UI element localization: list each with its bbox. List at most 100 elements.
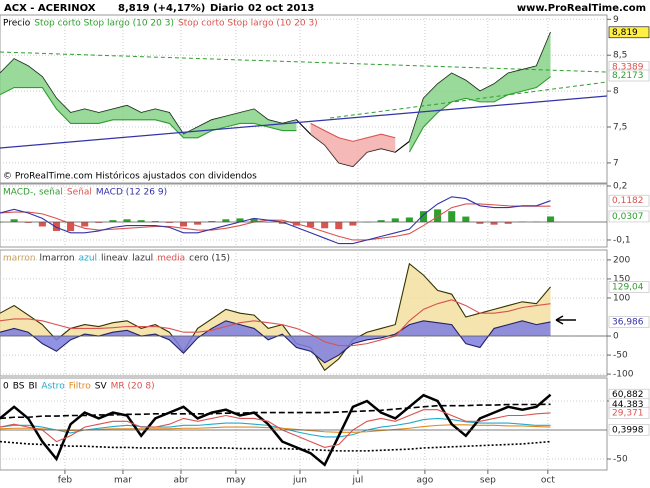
series-line xyxy=(0,196,551,245)
x-tick-label: abr xyxy=(174,476,189,486)
legend-entry: Señal xyxy=(67,188,92,198)
stop-band xyxy=(0,58,297,138)
date: 02 oct 2013 xyxy=(248,3,314,14)
last-value-label: 0,1182 xyxy=(612,196,644,206)
histogram-bar xyxy=(250,218,258,222)
x-tick-label: feb xyxy=(58,476,73,486)
histogram-bar xyxy=(547,216,555,222)
histogram-bar xyxy=(10,219,18,222)
legend-entry: BS xyxy=(13,382,25,392)
histogram-bar xyxy=(95,221,103,223)
series-line xyxy=(0,76,551,153)
last-value-label: 60,882 xyxy=(612,390,644,400)
legend-entry: 0 xyxy=(3,382,9,392)
panel: -0,1 0,2 MACD-, señal Señal MACD (12 26 9) 0,… xyxy=(0,181,650,248)
panel: -50500BSBIAstroFiltroSVMR (20 8)60,88244… xyxy=(0,377,650,471)
legend-entry: marron xyxy=(3,254,36,264)
histogram-bar xyxy=(391,218,399,222)
legend-entry: cero (15) xyxy=(189,254,230,264)
y-tick-label: 0,2 xyxy=(613,181,627,191)
series-line xyxy=(0,417,551,438)
legend-entry: Precio xyxy=(3,19,31,29)
last-value-label: 8,819 xyxy=(612,28,638,38)
legend-entry: Stop corto Stop largo (10 20 3) xyxy=(178,19,318,29)
histogram-bar xyxy=(208,221,216,222)
histogram-bar xyxy=(434,209,442,222)
trend-line xyxy=(0,95,608,149)
legend-entry: BI xyxy=(28,382,37,392)
y-tick-label: 7,5 xyxy=(613,123,627,133)
histogram-bar xyxy=(222,219,230,222)
legend-entry: Stop corto Stop largo (10 20 3) xyxy=(34,19,174,29)
y-tick-label: 7 xyxy=(613,158,619,168)
last-value-label: 36,986 xyxy=(612,317,644,327)
y-tick-label: 9 xyxy=(613,15,619,25)
legend-entry: MACD-, señal xyxy=(3,188,63,198)
series-line xyxy=(0,262,551,372)
histogram-bar xyxy=(321,221,329,229)
series-line xyxy=(0,299,551,347)
y-tick-label: 100 xyxy=(613,293,630,303)
histogram-bar xyxy=(38,221,46,227)
quote: 8,819 (+4,17%) xyxy=(118,3,205,14)
histogram-bar xyxy=(462,216,470,222)
y-tick-label: -100 xyxy=(613,370,634,380)
y-tick-label: 8 xyxy=(613,87,619,97)
panel: -100 -50 0 100 150 200 marron lmarron azul lineav… xyxy=(0,249,650,380)
legend-entry: azul xyxy=(79,254,97,264)
last-value-label: 44,383 xyxy=(612,400,644,410)
period: Diario xyxy=(210,3,244,14)
legend-entry: MACD (12 26 9) xyxy=(96,188,167,198)
histogram-bar xyxy=(377,220,385,222)
y-tick-label: 0 xyxy=(613,332,619,342)
panel-frame xyxy=(0,14,608,184)
last-value-box xyxy=(608,210,650,223)
x-tick-label: oct xyxy=(541,476,555,486)
histogram-bar xyxy=(419,211,428,222)
series-line xyxy=(0,409,551,448)
last-value-label: 0,0307 xyxy=(612,212,644,222)
x-tick-label: jun xyxy=(292,476,307,486)
last-value-label: 29,371 xyxy=(612,408,644,418)
histogram-bar xyxy=(476,221,484,224)
legend-entry: lmarron xyxy=(40,254,75,264)
area-fill xyxy=(0,263,551,371)
ticker: ACX - ACERINOX xyxy=(4,3,96,14)
last-value-label: 8,3389 xyxy=(612,62,644,72)
histogram-bar xyxy=(504,221,512,224)
x-tick-label: ago xyxy=(417,476,434,486)
histogram-bar xyxy=(151,221,159,222)
legend-entry: media xyxy=(157,254,185,264)
last-value-box xyxy=(608,69,650,82)
legend-entry: lineav xyxy=(101,254,129,264)
last-value-label: 0,3998 xyxy=(612,425,644,435)
histogram-bar xyxy=(123,219,131,222)
histogram-bar xyxy=(349,221,357,226)
y-tick-label: 8,5 xyxy=(613,51,627,61)
legend-entry: MR (20 8) xyxy=(111,382,155,392)
legend-entry: Astro xyxy=(41,382,65,392)
x-tick-label: sep xyxy=(480,476,496,486)
last-value-box xyxy=(608,407,650,419)
x-tick-label: jul xyxy=(351,476,363,486)
y-tick-label: -0,1 xyxy=(613,235,631,245)
y-tick-label: -50 xyxy=(613,351,628,361)
x-tick-label: mar xyxy=(114,476,132,486)
histogram-bar xyxy=(307,221,315,228)
histogram-bar xyxy=(179,221,188,227)
panel-frame xyxy=(0,183,608,248)
histogram-bar xyxy=(52,221,60,231)
histogram-bar xyxy=(194,221,202,225)
arrow xyxy=(555,315,576,325)
last-value-box xyxy=(608,316,650,328)
area-fill xyxy=(0,320,551,363)
series-line xyxy=(0,203,551,241)
last-value-label: 8,2173 xyxy=(612,71,644,81)
y-tick-label: 200 xyxy=(613,255,630,265)
histogram-bar xyxy=(24,221,32,223)
histogram-bar xyxy=(490,221,498,225)
histogram-bar xyxy=(81,221,89,227)
histogram-bar xyxy=(165,221,173,223)
